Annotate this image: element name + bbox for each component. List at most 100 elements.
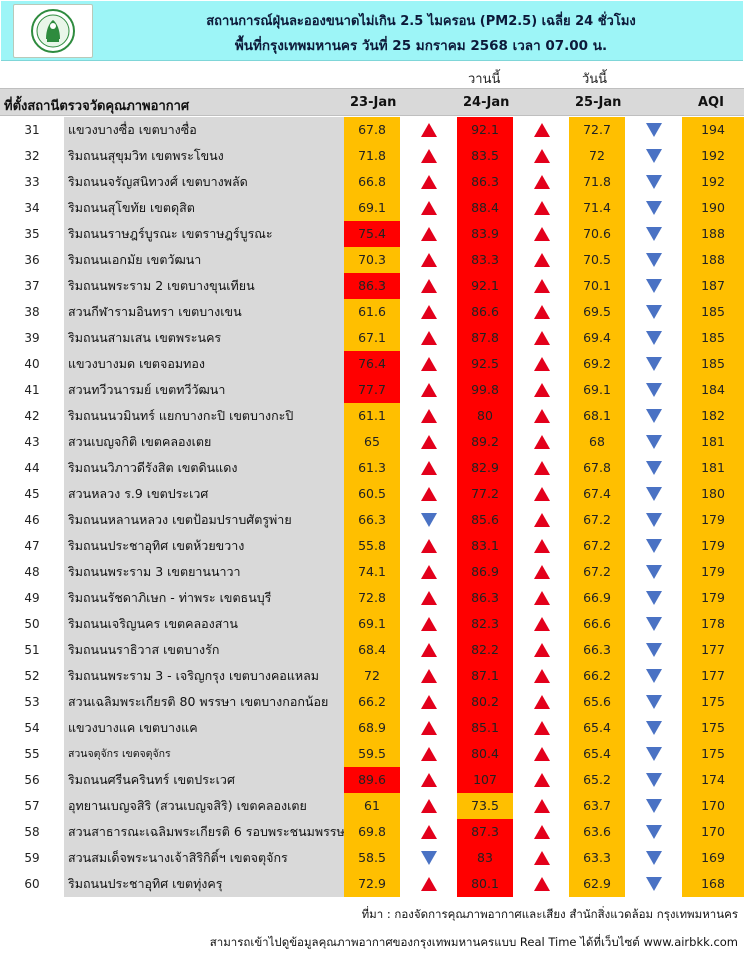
- value-24-jan: 82.2: [457, 637, 513, 663]
- aqi-value: 194: [682, 117, 744, 143]
- value-25-jan: 72.7: [569, 117, 625, 143]
- value-25-jan: 65.6: [569, 689, 625, 715]
- trend-cell: [513, 871, 570, 897]
- value-24-jan: 99.8: [457, 377, 513, 403]
- value-25-jan: 63.3: [569, 845, 625, 871]
- station-number: 42: [0, 403, 64, 429]
- table-row: 52 ริมถนนพระราม 3 - เจริญกรุง เขตบางคอแหล…: [0, 663, 744, 689]
- trend-down-icon: [645, 253, 662, 267]
- aqi-value: 179: [682, 533, 744, 559]
- value-23-jan: 61.1: [344, 403, 400, 429]
- station-name: สวนทวีวนารมย์ เขตทวีวัฒนา: [64, 377, 344, 403]
- value-25-jan: 65.2: [569, 767, 625, 793]
- table-row: 37 ริมถนนพระราม 2 เขตบางขุนเทียน 86.3 92.1 7…: [0, 273, 744, 299]
- trend-up-icon: [533, 825, 550, 839]
- station-name: แขวงบางมด เขตจอมทอง: [64, 351, 344, 377]
- trend-up-icon: [420, 617, 437, 631]
- aqi-value: 185: [682, 299, 744, 325]
- value-25-jan: 63.6: [569, 819, 625, 845]
- value-24-jan: 107: [457, 767, 513, 793]
- value-24-jan: 80.2: [457, 689, 513, 715]
- value-23-jan: 60.5: [344, 481, 400, 507]
- station-number: 46: [0, 507, 64, 533]
- trend-up-icon: [533, 591, 550, 605]
- value-25-jan: 65.4: [569, 715, 625, 741]
- trend-cell: [513, 663, 570, 689]
- table-header: ที่ตั้งสถานีตรวจวัดคุณภาพอากาศ 23-Jan 24…: [0, 88, 744, 116]
- trend-cell: [625, 741, 682, 767]
- value-23-jan: 69.1: [344, 195, 400, 221]
- station-name: ริมถนนวิภาวดีรังสิต เขตดินแดง: [64, 455, 344, 481]
- station-name: ริมถนนเอกมัย เขตวัฒนา: [64, 247, 344, 273]
- aqi-value: 175: [682, 741, 744, 767]
- station-number: 37: [0, 273, 64, 299]
- trend-cell: [625, 819, 682, 845]
- value-24-jan: 85.1: [457, 715, 513, 741]
- trend-down-icon: [645, 695, 662, 709]
- trend-cell: [513, 637, 570, 663]
- trend-cell: [513, 481, 570, 507]
- aqi-value: 179: [682, 507, 744, 533]
- value-24-jan: 87.8: [457, 325, 513, 351]
- trend-cell: [513, 689, 570, 715]
- trend-up-icon: [420, 461, 437, 475]
- station-name: ริมถนนสุโขทัย เขตดุสิต: [64, 195, 344, 221]
- trend-up-icon: [420, 825, 437, 839]
- table-row: 58 สวนสาธารณะเฉลิมพระเกียรติ 6 รอบพระชนมพ…: [0, 819, 744, 845]
- trend-down-icon: [420, 851, 437, 865]
- trend-cell: [513, 403, 570, 429]
- trend-up-icon: [420, 487, 437, 501]
- trend-up-icon: [420, 201, 437, 215]
- station-name: ริมถนนหลานหลวง เขตป้อมปราบศัตรูพ่าย: [64, 507, 344, 533]
- trend-up-icon: [533, 435, 550, 449]
- yesterday-label: วานนี้: [468, 72, 501, 87]
- trend-cell: [513, 585, 570, 611]
- trend-down-icon: [645, 201, 662, 215]
- value-24-jan: 87.3: [457, 819, 513, 845]
- value-24-jan: 86.9: [457, 559, 513, 585]
- trend-up-icon: [420, 539, 437, 553]
- value-23-jan: 67.1: [344, 325, 400, 351]
- aqi-value: 175: [682, 715, 744, 741]
- trend-up-icon: [420, 331, 437, 345]
- value-23-jan: 76.4: [344, 351, 400, 377]
- trend-up-icon: [420, 123, 437, 137]
- trend-down-icon: [420, 513, 437, 527]
- table-row: 59 สวนสมเด็จพระนางเจ้าสิริกิติ์ฯ เขตจตุจั…: [0, 845, 744, 871]
- value-23-jan: 74.1: [344, 559, 400, 585]
- trend-down-icon: [645, 773, 662, 787]
- trend-down-icon: [645, 591, 662, 605]
- table-row: 51 ริมถนนนราธิวาส เขตบางรัก 68.4 82.2 66.3 17…: [0, 637, 744, 663]
- trend-cell: [513, 767, 570, 793]
- station-name: แขวงบางแค เขตบางแค: [64, 715, 344, 741]
- value-24-jan: 73.5: [457, 793, 513, 819]
- station-name: ริมถนนพระราม 2 เขตบางขุนเทียน: [64, 273, 344, 299]
- trend-cell: [400, 767, 457, 793]
- value-24-jan: 92.1: [457, 273, 513, 299]
- table-row: 60 ริมถนนประชาอุทิศ เขตทุ่งครุ 72.9 80.1 62.…: [0, 871, 744, 897]
- value-23-jan: 55.8: [344, 533, 400, 559]
- aqi-value: 187: [682, 273, 744, 299]
- value-23-jan: 61.3: [344, 455, 400, 481]
- trend-down-icon: [645, 435, 662, 449]
- trend-cell: [625, 767, 682, 793]
- source-note: ที่มา : กองจัดการคุณภาพอากาศและเสียง สำน…: [361, 907, 738, 921]
- trend-up-icon: [533, 175, 550, 189]
- trend-up-icon: [533, 201, 550, 215]
- trend-cell: [513, 117, 570, 143]
- trend-cell: [625, 195, 682, 221]
- column-header-aqi: AQI: [698, 95, 724, 110]
- station-number: 48: [0, 559, 64, 585]
- trend-cell: [400, 793, 457, 819]
- station-number: 32: [0, 143, 64, 169]
- trend-down-icon: [645, 539, 662, 553]
- table-row: 45 สวนหลวง ร.9 เขตประเวศ 60.5 77.2 67.4 180: [0, 481, 744, 507]
- value-25-jan: 66.9: [569, 585, 625, 611]
- trend-up-icon: [420, 357, 437, 371]
- station-name: ริมถนนเจริญนคร เขตคลองสาน: [64, 611, 344, 637]
- trend-up-icon: [533, 643, 550, 657]
- station-number: 50: [0, 611, 64, 637]
- trend-down-icon: [645, 799, 662, 813]
- trend-down-icon: [645, 227, 662, 241]
- station-name: ริมถนนพระราม 3 - เจริญกรุง เขตบางคอแหลม: [64, 663, 344, 689]
